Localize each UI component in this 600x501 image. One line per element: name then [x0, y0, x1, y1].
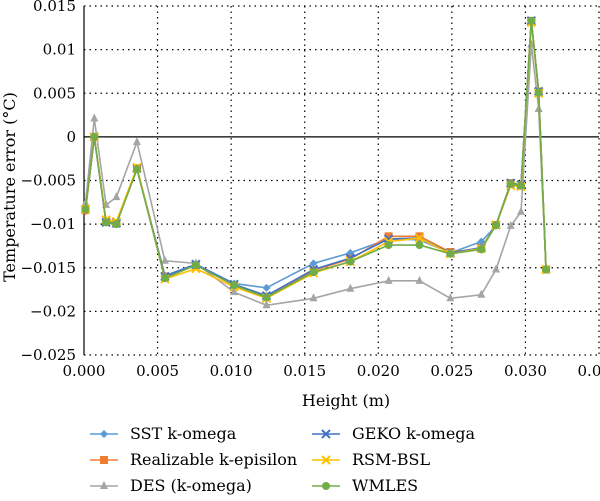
x-axis-title: Height (m) — [302, 391, 390, 410]
legend-item: WMLES — [312, 476, 418, 495]
legend-label: RSM-BSL — [352, 450, 431, 469]
x-tick-label: 0.005 — [136, 362, 179, 380]
legend-swatch-marker — [322, 482, 330, 490]
legend-item: DES (k-omega) — [90, 476, 252, 495]
data-point — [517, 206, 526, 215]
x-tick-label: 0.030 — [504, 362, 547, 380]
data-point — [81, 205, 90, 214]
series-layer — [80, 16, 551, 309]
series-3 — [80, 16, 551, 301]
series-line — [84, 20, 547, 298]
data-point — [112, 192, 121, 201]
data-point — [384, 241, 393, 250]
data-point — [415, 275, 424, 284]
data-point — [230, 287, 239, 296]
legend-item: Realizable k-episilon — [90, 450, 297, 469]
series-line — [84, 20, 547, 297]
data-point — [132, 165, 141, 174]
y-tick-label: −0.015 — [20, 259, 76, 277]
data-point — [262, 300, 271, 309]
x-tick-label: 0.025 — [430, 362, 473, 380]
legend-swatch-marker — [100, 481, 108, 489]
data-point — [262, 283, 271, 292]
data-point — [506, 179, 515, 188]
data-point — [517, 181, 526, 190]
data-point — [309, 293, 318, 302]
legend-item: GEKO k-omega — [312, 424, 476, 443]
data-point — [446, 249, 455, 258]
x-tick-label: 0.000 — [63, 362, 106, 380]
data-point — [446, 293, 455, 302]
y-tick-label: 0.01 — [43, 41, 76, 59]
data-point — [492, 220, 500, 229]
data-point — [90, 113, 99, 122]
legend-label: SST k-omega — [130, 424, 237, 443]
y-tick-label: 0.015 — [33, 0, 76, 15]
data-point — [160, 274, 169, 283]
y-axis-title: Temperature error (°C) — [0, 92, 19, 282]
x-tick-label: 0.035 — [578, 362, 600, 380]
y-tick-label: 0.005 — [33, 84, 76, 102]
data-point — [492, 264, 500, 273]
y-tick-label: −0.025 — [20, 346, 76, 364]
data-point — [309, 268, 318, 277]
axes — [83, 6, 599, 355]
data-point — [309, 259, 318, 268]
data-point — [102, 218, 111, 227]
data-point — [191, 261, 200, 270]
data-point — [160, 255, 169, 264]
series-line — [84, 20, 547, 299]
data-point — [230, 281, 239, 290]
data-point — [414, 233, 425, 243]
data-point — [527, 16, 536, 25]
series-1 — [81, 16, 551, 301]
data-point — [132, 137, 141, 146]
y-tick-label: −0.005 — [20, 172, 76, 190]
data-point — [542, 265, 551, 274]
legend-swatch-marker — [321, 455, 331, 465]
data-point — [112, 220, 121, 229]
data-point — [477, 289, 486, 298]
legend-swatch-marker — [321, 429, 331, 439]
data-point — [346, 257, 355, 266]
legend-item: RSM-BSL — [312, 450, 431, 469]
series-line — [84, 22, 547, 300]
series-4 — [80, 17, 551, 303]
x-tick-label: 0.015 — [283, 362, 326, 380]
data-point — [477, 245, 486, 254]
legend-label: WMLES — [352, 476, 418, 495]
legend-label: GEKO k-omega — [352, 424, 476, 443]
legend: SST k-omega Realizable k-episilon DES (k-o… — [90, 424, 476, 495]
legend-label: Realizable k-episilon — [130, 450, 297, 469]
data-point — [90, 132, 99, 141]
y-tick-label: −0.01 — [30, 215, 76, 233]
data-point — [534, 88, 543, 97]
data-point — [346, 248, 355, 257]
data-point — [262, 293, 271, 302]
legend-item: SST k-omega — [90, 424, 237, 443]
data-point — [506, 220, 515, 229]
x-tick-label: 0.010 — [210, 362, 253, 380]
data-point — [415, 232, 424, 241]
legend-swatch-marker — [100, 430, 108, 438]
data-point — [384, 275, 393, 284]
data-point — [384, 232, 393, 241]
data-point — [415, 241, 424, 250]
y-tick-label: −0.02 — [30, 302, 76, 320]
x-tick-label: 0.020 — [357, 362, 400, 380]
series-5 — [81, 16, 551, 302]
y-tick-label: 0 — [66, 128, 76, 146]
legend-label: DES (k-omega) — [130, 476, 252, 495]
tick-labels: 0.015 0.01 0.005 0 −0.005 −0.01 −0.015 −0.02 −0.… — [20, 0, 600, 380]
data-point — [81, 198, 90, 207]
legend-swatch-marker — [100, 456, 108, 464]
data-point — [346, 283, 355, 292]
